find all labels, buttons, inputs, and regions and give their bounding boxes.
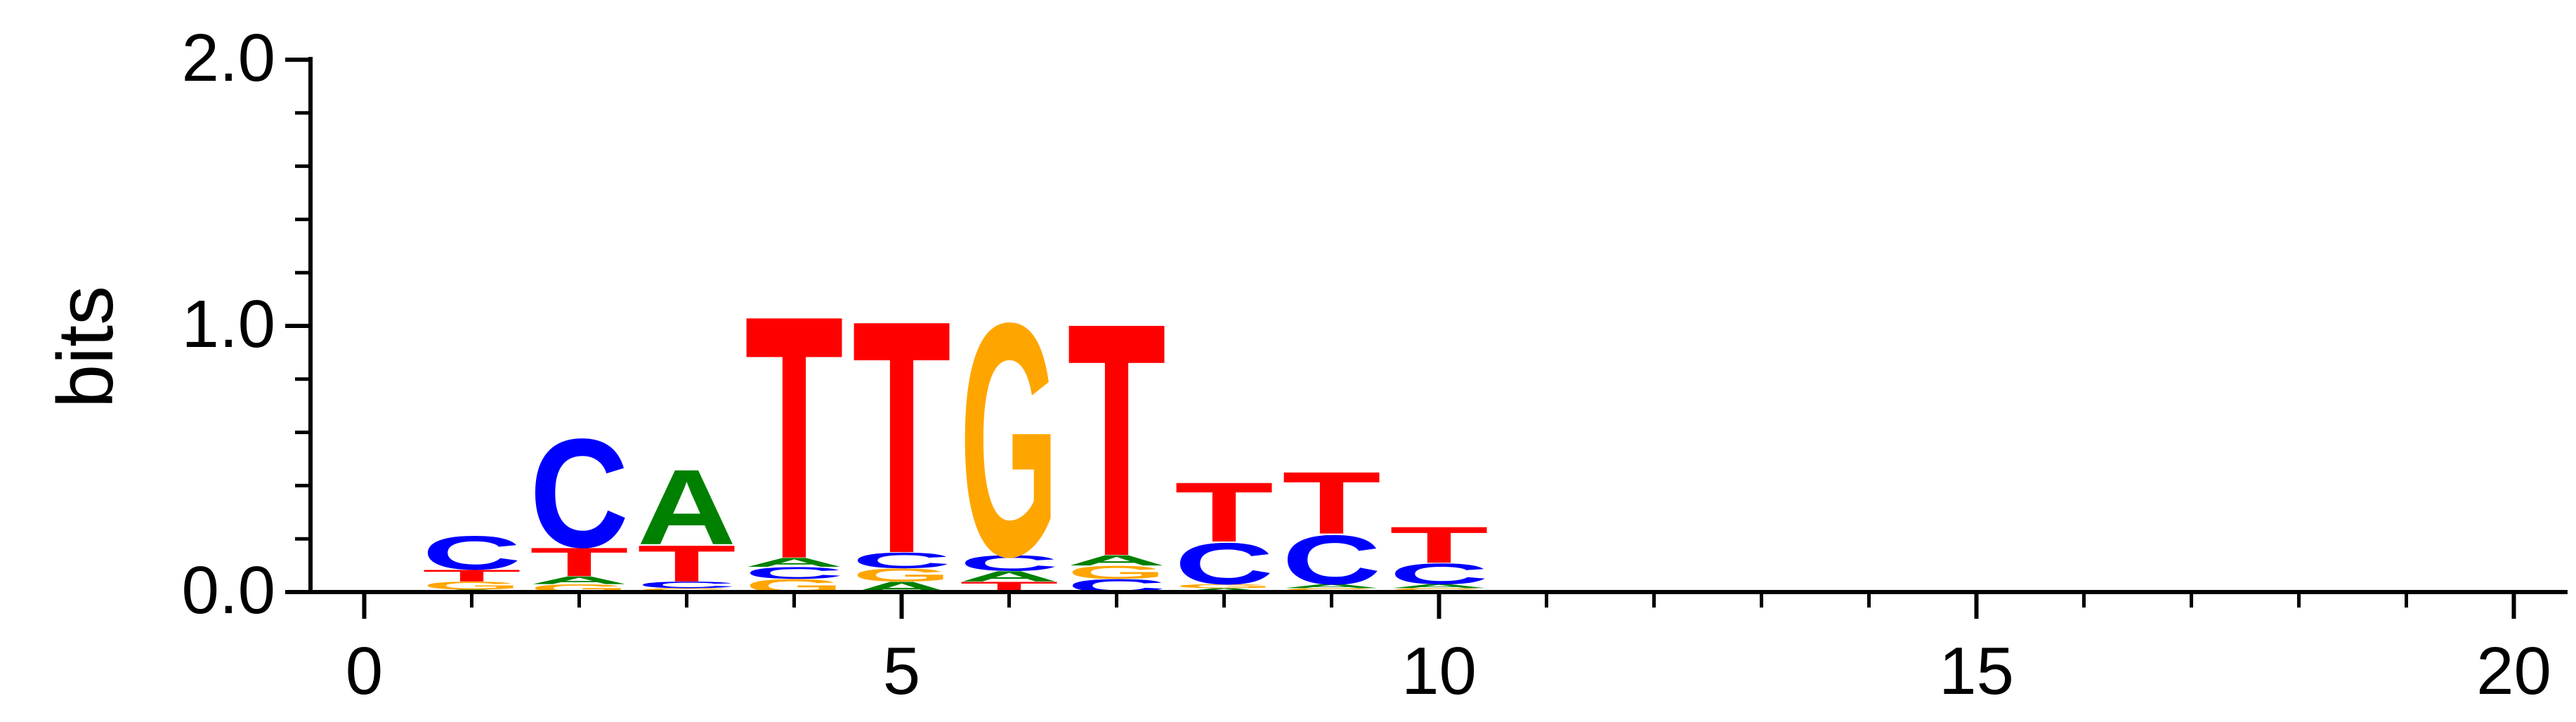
logo-letter-C: C	[530, 407, 629, 580]
logo-letter-G: G	[852, 565, 950, 585]
x-tick-label: 15	[1939, 634, 2014, 709]
logo-letter-G: G	[1175, 583, 1273, 589]
logo-letter-A: A	[1390, 583, 1489, 589]
y-tick-label: 1.0	[182, 287, 275, 362]
logo-letter-T: T	[1390, 516, 1489, 574]
logo-letter-C: C	[1282, 520, 1381, 599]
logo-letter-A: A	[530, 574, 629, 586]
logo-letter-G: G	[422, 579, 521, 592]
logo-letter-A: A	[637, 447, 736, 567]
logo-letter-T: T	[745, 243, 844, 631]
x-tick-label: 10	[1401, 634, 1477, 709]
logo-letter-G: G	[960, 253, 1058, 625]
logo-letter-T: T	[1175, 465, 1274, 560]
axes-group: 0.0 1.0 2.0 0 5 10 15 20	[182, 20, 2568, 709]
logo-letter-A: A	[1067, 552, 1166, 568]
logo-letter-A: A	[745, 555, 844, 570]
logo-letter-A: A	[1282, 583, 1381, 589]
logo-letter-A: A	[960, 568, 1059, 584]
logo-letter-C: C	[422, 526, 521, 580]
logo-letter-G: G	[1067, 562, 1165, 582]
logo-letter-T: T	[1282, 454, 1381, 553]
logo-letter-C: C	[637, 580, 736, 591]
x-tick-label: 0	[346, 634, 383, 709]
y-tick-label: 2.0	[182, 20, 275, 96]
x-tick-label: 5	[883, 634, 920, 709]
y-axis-label: bits	[41, 286, 129, 408]
logo-letter-T: T	[530, 539, 629, 585]
logo-letter-T: T	[637, 535, 736, 593]
logo-letter-T: T	[1067, 254, 1166, 625]
logo-letter-C: C	[745, 564, 844, 583]
letters-group: AGTCGATCGCTAGCATAGCTTACGCGATAGCTGACTGACT	[422, 243, 1489, 631]
x-tick-label: 20	[2476, 634, 2551, 709]
logo-letter-T: T	[852, 251, 951, 623]
y-tick-label: 0.0	[182, 553, 275, 628]
logo-letter-T: T	[422, 566, 521, 584]
logo-letter-C: C	[960, 551, 1059, 575]
logo-letter-C: C	[1175, 531, 1274, 597]
logo-letter-C: C	[852, 548, 951, 572]
y-axis-label-group: bits	[41, 286, 129, 408]
logo-letter-C: C	[1390, 558, 1489, 591]
